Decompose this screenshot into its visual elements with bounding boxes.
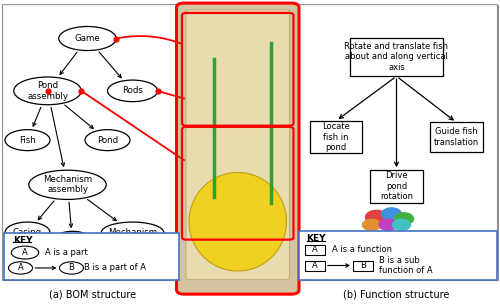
Text: B is a part of A: B is a part of A [84,263,146,273]
Circle shape [394,213,413,225]
Text: A is a part: A is a part [45,248,88,257]
FancyBboxPatch shape [305,245,325,255]
Text: (b) Function structure: (b) Function structure [344,289,450,299]
Ellipse shape [14,77,81,105]
Ellipse shape [5,222,50,243]
Text: KEY: KEY [13,236,32,245]
Ellipse shape [60,262,84,274]
Ellipse shape [101,222,164,243]
Text: Fish: Fish [19,136,36,145]
FancyBboxPatch shape [4,233,179,280]
FancyBboxPatch shape [305,261,325,271]
Text: Pond
assembly: Pond assembly [27,81,68,100]
Text: KEY: KEY [306,234,326,243]
Ellipse shape [11,246,39,259]
Ellipse shape [189,172,286,271]
Text: Rotate and translate fish
about and along vertical
axis: Rotate and translate fish about and alon… [344,42,449,72]
Circle shape [382,208,402,220]
Text: Guide fish
translation: Guide fish translation [434,128,479,147]
Text: A: A [312,261,318,270]
Ellipse shape [85,130,130,151]
Circle shape [366,210,388,224]
FancyBboxPatch shape [350,38,443,76]
FancyBboxPatch shape [2,5,180,280]
Ellipse shape [59,26,116,51]
Circle shape [379,219,397,230]
Polygon shape [2,5,180,280]
Text: Locate
fish in
pond: Locate fish in pond [322,122,350,152]
Ellipse shape [8,262,32,274]
Ellipse shape [5,130,50,151]
Text: Casing: Casing [13,228,42,237]
Text: Rods: Rods [122,86,143,95]
Ellipse shape [52,231,92,252]
Circle shape [362,219,380,230]
Ellipse shape [29,170,106,200]
FancyBboxPatch shape [186,10,290,280]
Circle shape [392,219,410,230]
FancyBboxPatch shape [298,5,498,280]
Polygon shape [485,273,498,280]
Text: A: A [312,245,318,254]
Text: B: B [68,263,74,273]
FancyBboxPatch shape [370,170,423,203]
Text: Mechanism: Mechanism [108,228,157,237]
Text: Pond: Pond [97,136,118,145]
Text: (a) BOM structure: (a) BOM structure [49,289,136,299]
FancyBboxPatch shape [299,231,496,280]
FancyBboxPatch shape [430,122,483,152]
Text: A is a function: A is a function [332,245,392,254]
Text: B is a sub
function of A: B is a sub function of A [379,256,432,275]
FancyBboxPatch shape [353,261,373,271]
Text: A: A [18,263,24,273]
Text: A: A [22,248,28,257]
Polygon shape [168,273,180,280]
Text: Cam: Cam [62,237,82,246]
Text: Mechanism
assembly: Mechanism assembly [43,175,92,194]
Polygon shape [298,5,498,280]
Text: B: B [360,261,366,270]
Text: Drive
pond
rotation: Drive pond rotation [380,172,413,201]
FancyBboxPatch shape [310,121,362,153]
FancyBboxPatch shape [176,3,299,294]
Text: Game: Game [74,34,101,43]
Ellipse shape [108,80,158,102]
